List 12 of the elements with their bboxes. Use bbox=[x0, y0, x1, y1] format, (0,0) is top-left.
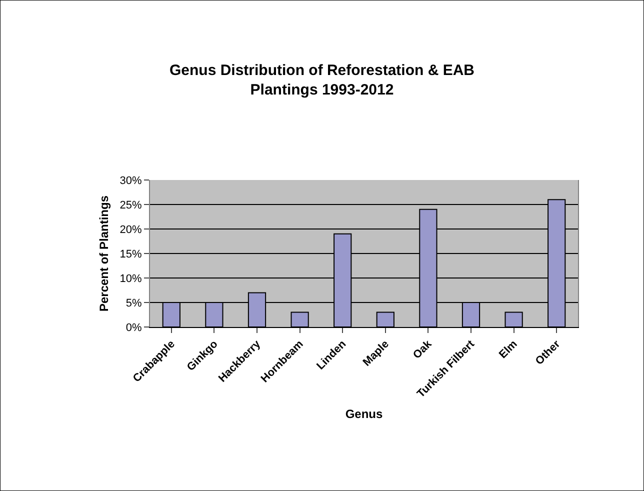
x-tick-label: Elm bbox=[497, 338, 520, 361]
y-tick-label: 25% bbox=[120, 199, 142, 212]
y-tick-label: 15% bbox=[120, 248, 142, 260]
x-axis-title: Genus bbox=[345, 407, 383, 422]
x-tick-label: Oak bbox=[411, 338, 435, 362]
y-tick-label: 10% bbox=[120, 272, 142, 285]
chart-title: Genus Distribution of Reforestation & EAB Plantings 1993-2012 bbox=[169, 62, 475, 98]
y-tick-label: 30% bbox=[120, 174, 142, 187]
y-tick-label: 20% bbox=[120, 224, 142, 236]
y-tick-label: 5% bbox=[126, 297, 142, 310]
y-axis-title: Percent of Plantings bbox=[97, 195, 112, 312]
y-tick-label: 0% bbox=[126, 322, 142, 334]
